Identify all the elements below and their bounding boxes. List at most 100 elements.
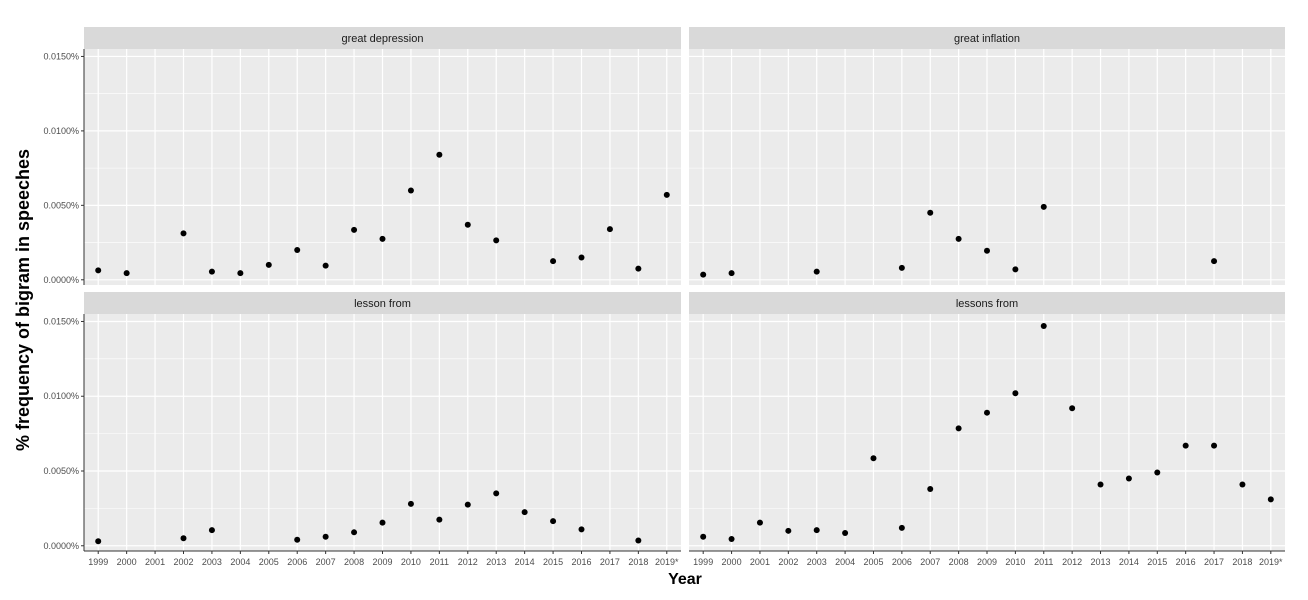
data-point: [955, 235, 962, 242]
data-point: [464, 501, 471, 508]
data-point: [436, 516, 443, 523]
data-point: [1040, 322, 1047, 329]
data-point: [322, 262, 329, 269]
data-point: [322, 533, 329, 540]
data-point: [898, 264, 905, 271]
x-tick-label: 2002: [173, 557, 193, 567]
x-tick-label: 2015: [543, 557, 563, 567]
data-point: [813, 527, 820, 534]
data-point: [351, 529, 358, 536]
data-point: [521, 509, 528, 516]
x-tick-label: 2014: [515, 557, 535, 567]
data-point: [756, 519, 763, 526]
data-point: [180, 535, 187, 542]
data-point: [407, 187, 414, 194]
x-tick-label: 2008: [344, 557, 364, 567]
data-point: [1012, 266, 1019, 273]
x-tick-label: 2004: [230, 557, 250, 567]
x-tick-label: 2007: [316, 557, 336, 567]
y-tick-label: 0.0100%: [43, 126, 79, 136]
y-tick-label: 0.0050%: [43, 466, 79, 476]
x-tick-label: 2006: [892, 557, 912, 567]
data-point: [728, 270, 735, 277]
data-point: [606, 226, 613, 233]
data-point: [1069, 405, 1076, 412]
data-point: [955, 425, 962, 432]
data-point: [180, 230, 187, 237]
facet-panel: great inflation: [689, 27, 1285, 285]
x-tick-label: 2006: [287, 557, 307, 567]
data-point: [550, 518, 557, 525]
facet-title: great depression: [342, 33, 424, 45]
data-point: [785, 527, 792, 534]
x-tick-label: 2004: [835, 557, 855, 567]
facet-strip: [689, 27, 1285, 49]
x-tick-label: 2001: [750, 557, 770, 567]
data-point: [550, 258, 557, 265]
x-tick-label: 2018: [628, 557, 648, 567]
x-tick-label: 2016: [571, 557, 591, 567]
x-tick-label: 2017: [600, 557, 620, 567]
y-tick-label: 0.0150%: [43, 316, 79, 326]
x-tick-label: 1999: [88, 557, 108, 567]
facet-title: lessons from: [956, 298, 1018, 310]
x-tick-label: 2009: [372, 557, 392, 567]
facet-panel: lessons from 1999 2000 2001 2002 2003 2004 2005…: [689, 292, 1285, 567]
x-tick-label: 2010: [1005, 557, 1025, 567]
data-point: [927, 209, 934, 216]
x-tick-label: 2002: [778, 557, 798, 567]
data-point: [237, 270, 244, 277]
data-point: [1125, 475, 1132, 482]
x-tick-label: 2003: [202, 557, 222, 567]
x-tick-label: 2014: [1119, 557, 1139, 567]
data-point: [635, 265, 642, 272]
x-tick-label: 2000: [117, 557, 137, 567]
x-tick-label: 2018: [1232, 557, 1252, 567]
y-tick-label: 0.0000%: [43, 275, 79, 285]
facet-panel: great depression 0.0000% 0.0050% 0.0100% 0.0…: [43, 27, 681, 285]
facet-panel: lesson from 0.0000% 0.0050% 0.0100% 0.0150% 1…: [43, 292, 681, 567]
x-tick-label: 2005: [863, 557, 883, 567]
data-point: [700, 533, 707, 540]
x-tick-label: 1999: [693, 557, 713, 567]
x-tick-label: 2019*: [655, 557, 679, 567]
data-point: [898, 524, 905, 531]
x-tick-label: 2001: [145, 557, 165, 567]
data-point: [379, 235, 386, 242]
data-point: [123, 270, 130, 277]
data-point: [351, 226, 358, 233]
data-point: [1154, 469, 1161, 476]
data-point: [95, 267, 102, 274]
data-point: [1211, 442, 1218, 449]
facet-strip: [84, 27, 681, 49]
data-point: [984, 409, 990, 416]
data-point: [927, 485, 934, 492]
facet-strip: [689, 292, 1285, 314]
x-tick-label: 2000: [722, 557, 742, 567]
data-point: [663, 191, 670, 198]
data-point: [436, 151, 443, 158]
data-point: [1267, 496, 1274, 503]
x-axis-title: Year: [668, 571, 702, 588]
data-point: [464, 221, 471, 228]
x-tick-label: 2019*: [1259, 557, 1283, 567]
y-tick-label: 0.0100%: [43, 391, 79, 401]
x-tick-label: 2008: [949, 557, 969, 567]
facet-strip: [84, 292, 681, 314]
facet-title: great inflation: [954, 33, 1020, 45]
x-tick-label: 2016: [1176, 557, 1196, 567]
data-point: [578, 526, 585, 533]
x-tick-label: 2012: [458, 557, 478, 567]
data-point: [379, 519, 386, 526]
data-point: [265, 261, 272, 268]
data-point: [700, 271, 707, 278]
y-tick-label: 0.0050%: [43, 200, 79, 210]
x-tick-label: 2017: [1204, 557, 1224, 567]
data-point: [870, 455, 877, 462]
x-tick-label: 2005: [259, 557, 279, 567]
data-point: [208, 268, 215, 275]
x-tick-label: 2011: [1034, 557, 1053, 567]
data-point: [635, 537, 642, 544]
x-tick-label: 2009: [977, 557, 997, 567]
